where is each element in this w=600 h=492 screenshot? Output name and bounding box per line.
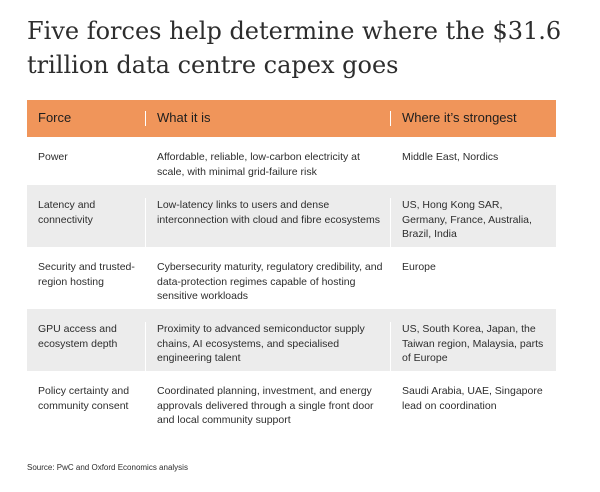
- table-row: Policy certainty and community consent C…: [27, 371, 556, 433]
- page-title: Five forces help determine where the $31…: [27, 17, 562, 79]
- force-cell: Security and trusted-region hosting: [38, 261, 135, 288]
- force-cell: Power: [38, 151, 68, 163]
- where-cell: Saudi Arabia, UAE, Singapore lead on coo…: [390, 384, 556, 433]
- what-cell: Low-latency links to users and dense int…: [145, 198, 390, 247]
- column-header-where: Where it’s strongest: [390, 111, 556, 126]
- where-cell: Europe: [390, 260, 556, 309]
- where-cell: Middle East, Nordics: [390, 150, 556, 185]
- table-row: Latency and connectivity Low-latency lin…: [27, 185, 556, 247]
- table-row: Power Affordable, reliable, low-carbon e…: [27, 137, 556, 185]
- forces-table: Force What it is Where it’s strongest Po…: [27, 100, 556, 433]
- source-note: Source: PwC and Oxford Economics analysi…: [27, 463, 188, 472]
- table-row: GPU access and ecosystem depth Proximity…: [27, 309, 556, 371]
- force-cell: GPU access and ecosystem depth: [38, 323, 118, 350]
- table-row: Security and trusted-region hosting Cybe…: [27, 247, 556, 309]
- what-cell: Coordinated planning, investment, and en…: [145, 384, 390, 433]
- where-cell: US, South Korea, Japan, the Taiwan regio…: [390, 322, 556, 371]
- force-cell: Policy certainty and community consent: [38, 385, 130, 412]
- what-cell: Affordable, reliable, low-carbon electri…: [145, 150, 390, 185]
- where-cell: US, Hong Kong SAR, Germany, France, Aust…: [390, 198, 556, 247]
- table-header-row: Force What it is Where it’s strongest: [27, 100, 556, 137]
- force-cell: Latency and connectivity: [38, 199, 96, 226]
- what-cell: Cybersecurity maturity, regulatory credi…: [145, 260, 390, 309]
- what-cell: Proximity to advanced semiconductor supp…: [145, 322, 390, 371]
- column-header-force: Force: [38, 110, 72, 126]
- column-header-what: What it is: [145, 111, 390, 126]
